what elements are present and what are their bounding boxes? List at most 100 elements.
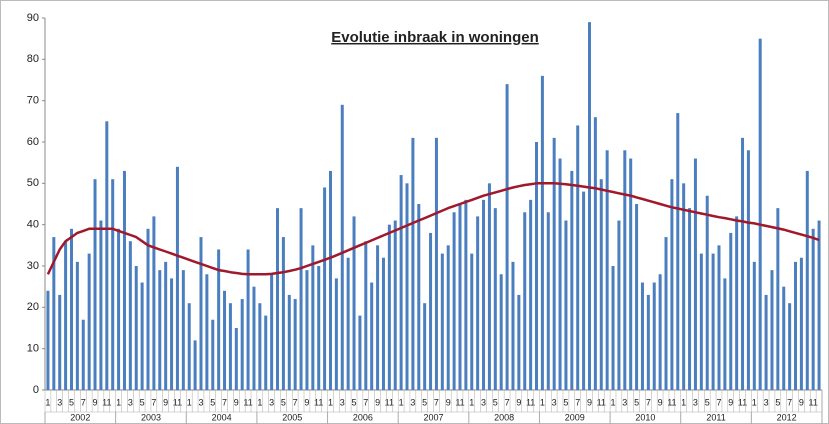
- bar: [52, 237, 56, 390]
- bar: [240, 299, 244, 390]
- x-tick-label: 3: [764, 397, 769, 407]
- bar: [752, 261, 756, 390]
- bar: [458, 204, 462, 390]
- bar: [782, 286, 786, 390]
- bar: [323, 187, 327, 390]
- bar: [111, 179, 115, 390]
- x-tick-label: 7: [716, 397, 721, 407]
- x-tick-label: 3: [128, 397, 133, 407]
- x-tick-label: 7: [293, 397, 298, 407]
- bar: [446, 245, 450, 390]
- bar: [281, 237, 285, 390]
- bar: [376, 245, 380, 390]
- bar: [470, 253, 474, 390]
- bar: [352, 216, 356, 390]
- bar: [758, 38, 762, 391]
- x-tick-label: 1: [681, 397, 686, 407]
- bar: [635, 204, 639, 390]
- x-tick-label: 11: [173, 397, 182, 407]
- x-tick-label: 3: [622, 397, 627, 407]
- year-label: 2008: [494, 412, 514, 422]
- bar: [794, 261, 798, 390]
- bar: [676, 113, 680, 391]
- bar: [646, 294, 650, 390]
- bar: [122, 170, 126, 390]
- bar: [293, 299, 297, 390]
- bar: [146, 228, 150, 390]
- x-tick-label: 3: [57, 397, 62, 407]
- x-tick-label: 5: [563, 397, 568, 407]
- bar: [211, 319, 215, 390]
- bar: [370, 282, 374, 390]
- bar: [487, 183, 491, 390]
- bar: [411, 137, 415, 390]
- bar: [605, 150, 609, 390]
- x-tick-label: 1: [45, 397, 50, 407]
- x-tick-label: 3: [693, 397, 698, 407]
- x-tick-label: 9: [163, 397, 168, 407]
- bar: [134, 266, 138, 390]
- x-tick-label: 9: [587, 397, 592, 407]
- bar: [334, 278, 338, 390]
- bar: [770, 270, 774, 390]
- bar: [423, 303, 427, 390]
- bar: [511, 261, 515, 390]
- x-tick-label: 1: [469, 397, 474, 407]
- bar: [564, 220, 568, 390]
- x-tick-label: 7: [222, 397, 227, 407]
- bar: [305, 270, 309, 390]
- x-tick-label: 11: [526, 397, 535, 407]
- x-tick-label: 5: [634, 397, 639, 407]
- bar: [217, 249, 221, 390]
- bar: [258, 303, 262, 390]
- bar: [270, 274, 274, 390]
- x-tick-label: 3: [198, 397, 203, 407]
- bar: [493, 208, 497, 390]
- bar: [593, 117, 597, 390]
- bar: [741, 137, 745, 390]
- bar: [570, 170, 574, 390]
- bar: [582, 191, 586, 390]
- bar: [87, 253, 91, 390]
- bar: [246, 249, 250, 390]
- bar: [99, 220, 103, 390]
- bar: [181, 270, 185, 390]
- x-tick-label: 5: [210, 397, 215, 407]
- bar: [434, 137, 438, 390]
- bar: [729, 232, 733, 390]
- x-tick-label: 3: [481, 397, 486, 407]
- bar: [311, 245, 315, 390]
- y-tick-label: 70: [27, 95, 39, 107]
- y-tick-label: 80: [27, 53, 39, 65]
- x-tick-label: 7: [363, 397, 368, 407]
- x-tick-label: 7: [81, 397, 86, 407]
- y-tick-label: 50: [27, 177, 39, 189]
- bar: [558, 158, 562, 390]
- year-label: 2007: [423, 412, 443, 422]
- bar: [405, 183, 409, 390]
- bar: [717, 245, 721, 390]
- bar: [128, 241, 132, 390]
- bar: [58, 294, 62, 390]
- bar: [140, 282, 144, 390]
- bar: [652, 282, 656, 390]
- x-tick-label: 9: [446, 397, 451, 407]
- bar: [252, 286, 256, 390]
- x-tick-label: 7: [505, 397, 510, 407]
- bar: [170, 278, 174, 390]
- y-tick-label: 40: [27, 219, 39, 231]
- year-label: 2011: [706, 412, 725, 422]
- bar: [276, 208, 280, 390]
- y-tick-label: 20: [27, 301, 39, 313]
- x-tick-label: 11: [597, 397, 606, 407]
- bar: [69, 228, 73, 390]
- x-tick-label: 9: [658, 397, 663, 407]
- bar: [517, 294, 521, 390]
- bar: [540, 75, 544, 390]
- bar: [164, 261, 168, 390]
- x-tick-label: 7: [787, 397, 792, 407]
- bar: [617, 220, 621, 390]
- year-label: 2010: [635, 412, 655, 422]
- x-tick-label: 1: [540, 397, 545, 407]
- x-tick-label: 1: [611, 397, 616, 407]
